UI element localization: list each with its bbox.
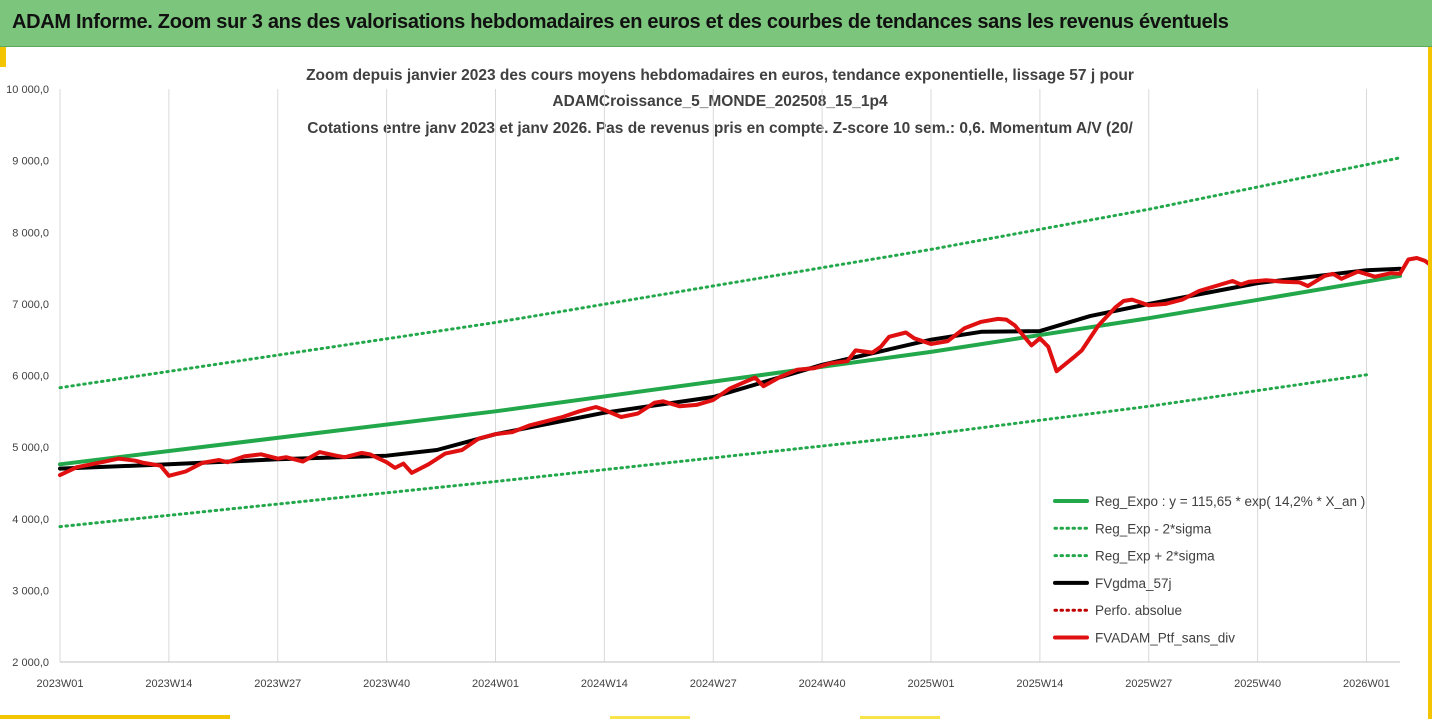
page-title: ADAM Informe. Zoom sur 3 ans des valoris… bbox=[12, 11, 1229, 33]
series-lines bbox=[58, 156, 1428, 529]
legend-label: FVgdma_57j bbox=[1095, 576, 1172, 591]
x-tick-label: 2024W40 bbox=[799, 678, 846, 690]
x-tick-label: 2025W40 bbox=[1234, 678, 1281, 690]
x-tick-label: 2023W14 bbox=[145, 678, 192, 690]
y-tick-label: 3 000,0 bbox=[12, 585, 49, 597]
x-tick-label: 2024W14 bbox=[581, 678, 628, 690]
y-tick-label: 2 000,0 bbox=[12, 657, 49, 669]
accent-bar-bottom-mid2 bbox=[860, 716, 940, 719]
y-tick-label: 4 000,0 bbox=[12, 514, 49, 526]
y-axis-ticks: 2 000,0 3 000,0 4 000,0 5 000,0 6 000,0 7 000… bbox=[6, 84, 49, 669]
accent-bar-right bbox=[1428, 47, 1432, 719]
x-tick-label: 2024W27 bbox=[690, 678, 737, 690]
series-line-fvadam-ptf-sans-div bbox=[58, 256, 1428, 478]
x-tick-label: 2026W01 bbox=[1343, 678, 1390, 690]
x-tick-label: 2023W01 bbox=[36, 678, 83, 690]
x-tick-label: 2025W01 bbox=[907, 678, 954, 690]
legend-label: Reg_Exp - 2*sigma bbox=[1095, 521, 1212, 536]
chart-title-line-3: Cotations entre janv 2023 et janv 2026. … bbox=[307, 120, 1133, 137]
chart-title-line-1: Zoom depuis janvier 2023 des cours moyen… bbox=[306, 67, 1134, 84]
chart-title-line-2: ADAMCroissance_5_MONDE_202508_15_1p4 bbox=[552, 93, 888, 110]
y-tick-label: 10 000,0 bbox=[6, 84, 49, 96]
y-tick-label: 6 000,0 bbox=[12, 371, 49, 383]
series-line-reg-exp-2-sigma bbox=[58, 373, 1368, 529]
accent-bar-left bbox=[0, 47, 6, 67]
y-tick-label: 7 000,0 bbox=[12, 299, 49, 311]
x-tick-label: 2025W27 bbox=[1125, 678, 1172, 690]
legend-label: Perfo. absolue bbox=[1095, 603, 1182, 618]
y-tick-label: 8 000,0 bbox=[12, 227, 49, 239]
y-tick-label: 9 000,0 bbox=[12, 156, 49, 168]
legend-label: FVADAM_Ptf_sans_div bbox=[1095, 631, 1235, 646]
x-tick-label: 2023W27 bbox=[254, 678, 301, 690]
accent-bar-bottom bbox=[0, 715, 230, 719]
accent-bar-bottom-mid bbox=[610, 716, 690, 719]
y-tick-label: 5 000,0 bbox=[12, 442, 49, 454]
legend-label: Reg_Exp + 2*sigma bbox=[1095, 549, 1215, 564]
line-chart: Zoom depuis janvier 2023 des cours moyen… bbox=[6, 67, 1428, 690]
x-axis-ticks: 2023W01 2023W14 2023W27 2023W40 2024W01 2024W… bbox=[36, 678, 1390, 690]
chart-title: Zoom depuis janvier 2023 des cours moyen… bbox=[306, 67, 1134, 137]
series-line-reg-expo-y-115-65-exp-14-2-x-an bbox=[58, 273, 1402, 467]
x-tick-label: 2023W40 bbox=[363, 678, 410, 690]
legend-label: Reg_Expo : y = 115,65 * exp( 14,2% * X_a… bbox=[1095, 494, 1365, 509]
legend: Reg_Expo : y = 115,65 * exp( 14,2% * X_a… bbox=[1053, 494, 1365, 646]
x-tick-label: 2024W01 bbox=[472, 678, 519, 690]
header-bar: ADAM Informe. Zoom sur 3 ans des valoris… bbox=[0, 0, 1432, 47]
x-tick-label: 2025W14 bbox=[1016, 678, 1063, 690]
series-line-reg-exp-2-sigma bbox=[58, 156, 1402, 390]
